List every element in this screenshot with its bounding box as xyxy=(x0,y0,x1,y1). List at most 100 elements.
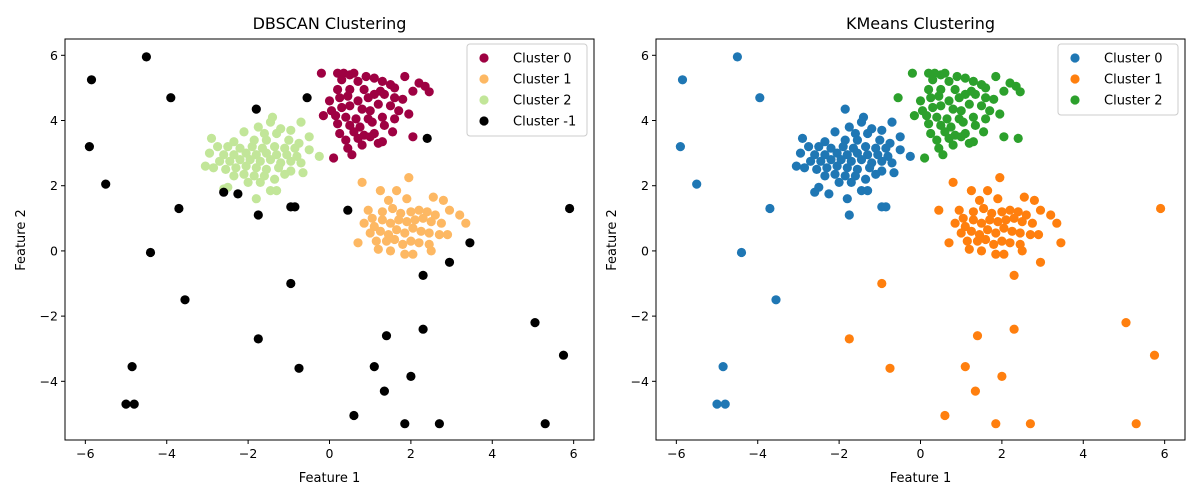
point-series-1 xyxy=(1001,215,1011,225)
point-series-2 xyxy=(893,93,903,103)
point-series-0 xyxy=(357,140,367,150)
point-series-0 xyxy=(385,101,396,111)
point-series-0 xyxy=(856,117,867,127)
point-series-2 xyxy=(239,127,249,137)
point-series-2 xyxy=(964,99,974,109)
chart-kmeans: KMeans Clustering Feature 1 Feature 2 −6… xyxy=(605,14,1186,486)
point-series-1 xyxy=(406,236,416,246)
point-series-1 xyxy=(1009,213,1019,223)
point-series-1 xyxy=(434,230,444,240)
point-series-0 xyxy=(353,76,363,86)
point-series-0 xyxy=(881,202,891,212)
point-series-1 xyxy=(394,215,404,225)
point-series-1 xyxy=(1007,226,1017,236)
point-series-2 xyxy=(970,120,981,130)
point-series-3 xyxy=(294,363,304,373)
point-series-2 xyxy=(206,133,217,143)
point-series-1 xyxy=(1017,217,1027,227)
point-series-1 xyxy=(375,186,385,196)
point-series-2 xyxy=(1015,87,1025,97)
x-tick-label: −2 xyxy=(830,446,848,461)
point-series-1 xyxy=(442,230,453,240)
point-series-1 xyxy=(359,218,369,228)
point-series-1 xyxy=(968,207,979,217)
point-series-1 xyxy=(400,249,410,259)
point-series-2 xyxy=(915,96,926,106)
point-series-1 xyxy=(398,239,408,249)
point-series-3 xyxy=(290,202,300,212)
x-tick-label: 4 xyxy=(1079,446,1087,461)
point-series-2 xyxy=(235,155,245,165)
point-series-2 xyxy=(255,177,265,187)
point-series-0 xyxy=(895,132,905,142)
point-series-0 xyxy=(324,96,335,106)
point-series-1 xyxy=(972,236,983,246)
point-series-2 xyxy=(981,83,991,93)
point-series-1 xyxy=(948,177,958,187)
point-series-0 xyxy=(335,93,345,103)
point-series-3 xyxy=(286,278,296,289)
point-series-1 xyxy=(438,195,448,205)
point-series-0 xyxy=(390,83,400,93)
chart-title: DBSCAN Clustering xyxy=(253,14,407,33)
point-series-1 xyxy=(424,228,434,238)
point-series-1 xyxy=(426,217,436,227)
point-series-1 xyxy=(976,246,987,256)
point-series-0 xyxy=(369,73,379,83)
point-series-2 xyxy=(304,145,314,155)
legend-marker xyxy=(479,95,489,105)
point-series-0 xyxy=(377,76,387,86)
point-series-2 xyxy=(944,76,954,86)
point-series-0 xyxy=(887,117,897,127)
point-series-2 xyxy=(286,125,296,135)
point-series-1 xyxy=(365,228,375,238)
x-axis-label: Feature 1 xyxy=(890,471,952,486)
point-series-1 xyxy=(993,217,1003,227)
y-tick-label: 4 xyxy=(50,113,58,128)
point-series-1 xyxy=(426,246,436,256)
x-tick-label: −6 xyxy=(76,446,94,461)
point-series-1 xyxy=(993,194,1003,204)
point-series-1 xyxy=(1009,324,1019,334)
point-series-2 xyxy=(907,68,918,78)
point-series-0 xyxy=(810,187,820,197)
point-series-0 xyxy=(736,247,747,258)
point-series-0 xyxy=(365,132,375,142)
point-series-1 xyxy=(962,236,972,246)
point-series-0 xyxy=(826,155,836,165)
point-series-0 xyxy=(820,150,830,160)
point-series-1 xyxy=(997,236,1007,246)
point-series-0 xyxy=(398,94,408,104)
point-series-2 xyxy=(253,122,263,132)
point-series-0 xyxy=(373,99,383,109)
point-series-2 xyxy=(928,102,938,113)
point-series-0 xyxy=(349,68,359,78)
y-axis-label: Feature 2 xyxy=(14,209,29,271)
point-series-2 xyxy=(950,84,960,95)
point-series-2 xyxy=(296,158,306,168)
point-series-2 xyxy=(934,91,944,101)
point-series-0 xyxy=(830,169,840,179)
point-series-1 xyxy=(1005,205,1015,215)
point-series-3 xyxy=(465,238,475,248)
point-series-0 xyxy=(816,156,826,166)
point-series-0 xyxy=(877,156,887,166)
point-series-0 xyxy=(345,101,355,111)
point-series-0 xyxy=(852,135,863,145)
point-series-1 xyxy=(1025,419,1035,429)
point-series-2 xyxy=(265,155,276,165)
point-series-2 xyxy=(932,135,942,145)
point-series-1 xyxy=(960,362,970,372)
point-series-1 xyxy=(1156,203,1166,214)
point-series-3 xyxy=(253,210,263,220)
chart-title: KMeans Clustering xyxy=(846,14,995,33)
legend-label: Cluster 1 xyxy=(1104,73,1163,88)
point-series-2 xyxy=(200,161,210,171)
point-series-3 xyxy=(219,187,229,197)
point-series-1 xyxy=(950,218,960,228)
x-tick-label: 6 xyxy=(1161,446,1169,461)
point-series-0 xyxy=(846,177,856,187)
point-series-2 xyxy=(952,71,962,82)
point-series-2 xyxy=(231,163,241,173)
point-series-0 xyxy=(331,111,341,121)
